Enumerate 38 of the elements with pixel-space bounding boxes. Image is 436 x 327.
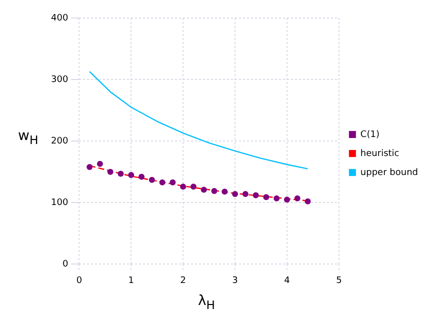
- point: [304, 198, 311, 204]
- x-tick-label: 0: [76, 276, 82, 286]
- point: [148, 176, 155, 183]
- legend-label: upper bound: [360, 168, 418, 178]
- point: [242, 191, 248, 198]
- point: [200, 186, 207, 193]
- x-tick-label: 3: [232, 276, 238, 286]
- x-tick-label: 5: [336, 276, 342, 286]
- point: [96, 160, 103, 167]
- x-tick-label: 2: [180, 276, 186, 286]
- point: [222, 188, 228, 195]
- point: [274, 195, 280, 202]
- point: [294, 195, 300, 202]
- y-tick-label: 0: [62, 260, 68, 270]
- point: [159, 179, 166, 186]
- y-tick-label: 200: [50, 136, 68, 146]
- point: [211, 188, 218, 194]
- y-axis-title: w$_{H}$: [18, 128, 38, 147]
- point: [86, 164, 93, 170]
- point: [263, 194, 270, 200]
- legend-label: heuristic: [360, 148, 400, 159]
- point: [284, 196, 290, 203]
- point: [170, 179, 176, 186]
- point: [180, 184, 186, 190]
- x-tick-label: 1: [128, 276, 134, 286]
- point: [128, 172, 134, 178]
- point: [252, 192, 259, 198]
- y-tick-label: 300: [50, 74, 68, 85]
- point: [190, 184, 196, 190]
- point: [138, 174, 145, 180]
- legend-label: C(1): [360, 130, 380, 140]
- x-axis-title: λ$_{H}$: [198, 293, 216, 312]
- x-tick-label: 4: [284, 276, 290, 286]
- point: [107, 168, 114, 175]
- point: [118, 170, 124, 177]
- y-tick-label: 400: [50, 13, 68, 24]
- y-tick-label: 100: [50, 198, 68, 208]
- point: [232, 191, 238, 198]
